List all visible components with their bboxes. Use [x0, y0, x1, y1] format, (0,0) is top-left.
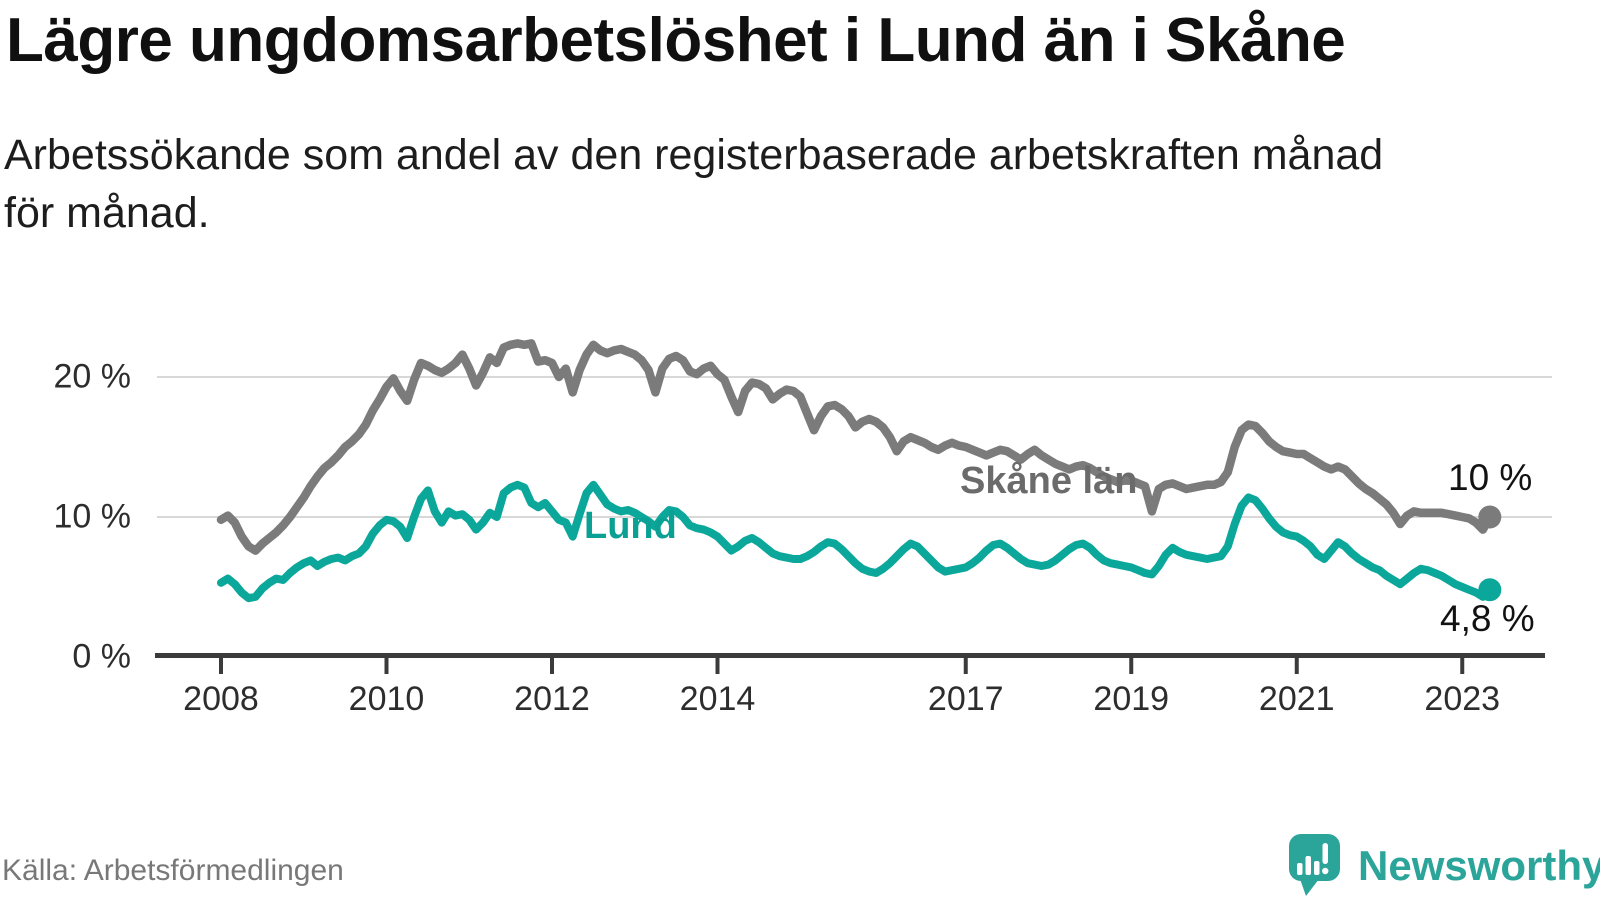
- x-axis-tick-label: 2021: [1258, 680, 1335, 718]
- lund-series-line: [217, 480, 1494, 603]
- lund-end-value-label: 4,8 %: [1440, 598, 1535, 639]
- y-axis-tick-label-20: 20 %: [53, 357, 132, 396]
- skane-series-label: Skåne län: [960, 460, 1138, 502]
- source-attribution: Källa: Arbetsförmedlingen: [2, 854, 344, 887]
- x-axis-tick-label: 2014: [679, 680, 756, 718]
- brand-name: Newsworthy: [1358, 842, 1600, 889]
- skane-end-dot: [1478, 505, 1502, 529]
- gridlines-group: [157, 376, 1552, 518]
- chart-subtitle-line1: Arbetssökande som andel av den registerb…: [4, 131, 1384, 179]
- y-axis-tick-label-10: 10 %: [53, 497, 132, 536]
- chart-subtitle: Arbetssökande som andel av den registerb…: [4, 126, 1564, 243]
- x-axis-tick-label: 2023: [1424, 680, 1501, 718]
- lund-end-dot: [1478, 578, 1502, 602]
- x-axis-tick-label: 2010: [348, 680, 425, 718]
- chart-subtitle-line2: för månad.: [4, 189, 210, 238]
- series-lines-group: [216, 339, 1502, 603]
- brand-logo: Newsworthy: [1286, 832, 1600, 898]
- newsworthy-logo-icon: [1289, 834, 1340, 896]
- skane-series-line: [216, 339, 1495, 555]
- x-axis-tick-label: 2008: [183, 680, 259, 718]
- skane-end-value-label: 10 %: [1448, 457, 1533, 498]
- x-axis-tick-label: 2017: [927, 680, 1004, 718]
- y-axis-tick-label-0: 0 %: [72, 637, 131, 676]
- page-title: Lägre ungdomsarbetslöshet i Lund än i Sk…: [6, 6, 1346, 75]
- x-axis-tick-label: 2012: [514, 680, 590, 718]
- lund-series-label: Lund: [584, 505, 677, 547]
- x-axis-tick-label: 2019: [1093, 680, 1170, 718]
- axis-group: [155, 653, 1545, 674]
